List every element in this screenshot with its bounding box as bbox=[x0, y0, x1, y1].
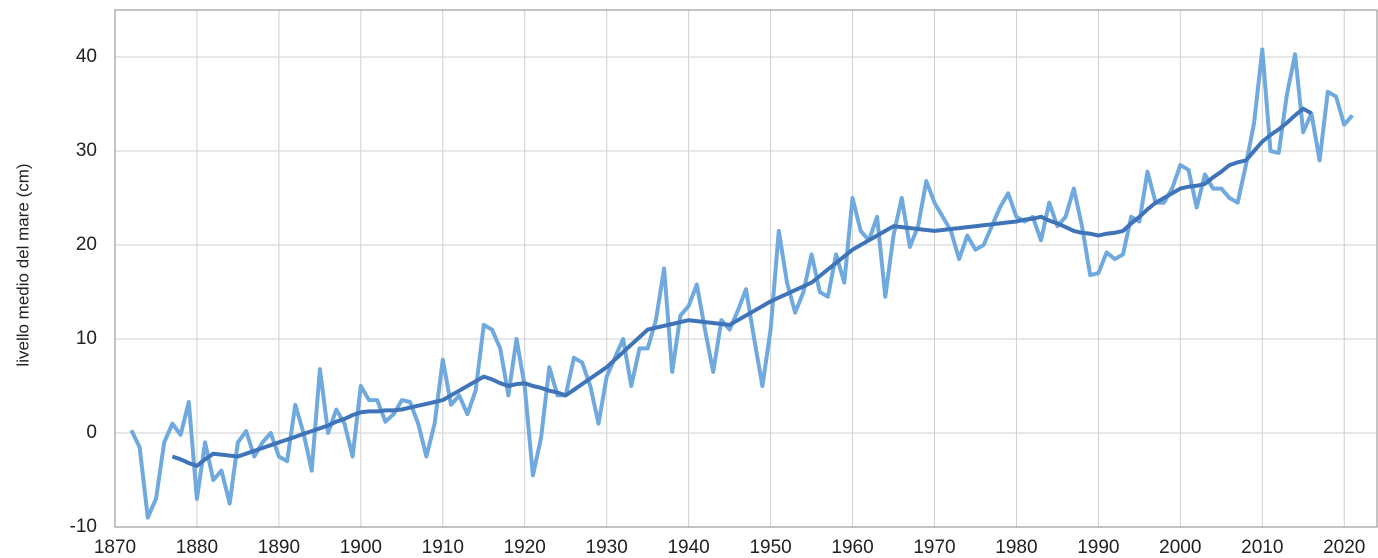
x-tick-label: 1920 bbox=[504, 537, 546, 558]
x-tick-label: 1890 bbox=[258, 537, 300, 558]
x-tick-label: 1910 bbox=[422, 537, 464, 558]
x-tick-label: 1980 bbox=[995, 537, 1037, 558]
y-tick-label: -10 bbox=[70, 516, 97, 537]
x-tick-label: 1870 bbox=[94, 537, 136, 558]
plot-frame bbox=[114, 9, 1378, 528]
x-tick-label: 2000 bbox=[1159, 537, 1201, 558]
x-tick-label: 1970 bbox=[913, 537, 955, 558]
y-axis-title: livello medio del mare (cm) bbox=[13, 163, 32, 366]
x-tick-label: 1990 bbox=[1077, 537, 1119, 558]
x-tick-label: 1930 bbox=[586, 537, 628, 558]
y-tick-label: 10 bbox=[76, 328, 97, 349]
x-tick-label: 1900 bbox=[340, 537, 382, 558]
y-tick-label: 0 bbox=[86, 422, 97, 443]
series-line bbox=[129, 47, 1354, 520]
y-tick-label: 40 bbox=[76, 46, 97, 67]
x-tick-label: 2010 bbox=[1241, 537, 1283, 558]
x-tick-label: 2020 bbox=[1323, 537, 1365, 558]
x-tick-label: 1950 bbox=[749, 537, 791, 558]
x-tick-label: 1880 bbox=[176, 537, 218, 558]
x-tick-label: 1960 bbox=[831, 537, 873, 558]
y-tick-label: 30 bbox=[76, 140, 97, 161]
series-line bbox=[171, 106, 1313, 468]
x-tick-label: 1940 bbox=[667, 537, 709, 558]
y-tick-label: 20 bbox=[76, 234, 97, 255]
